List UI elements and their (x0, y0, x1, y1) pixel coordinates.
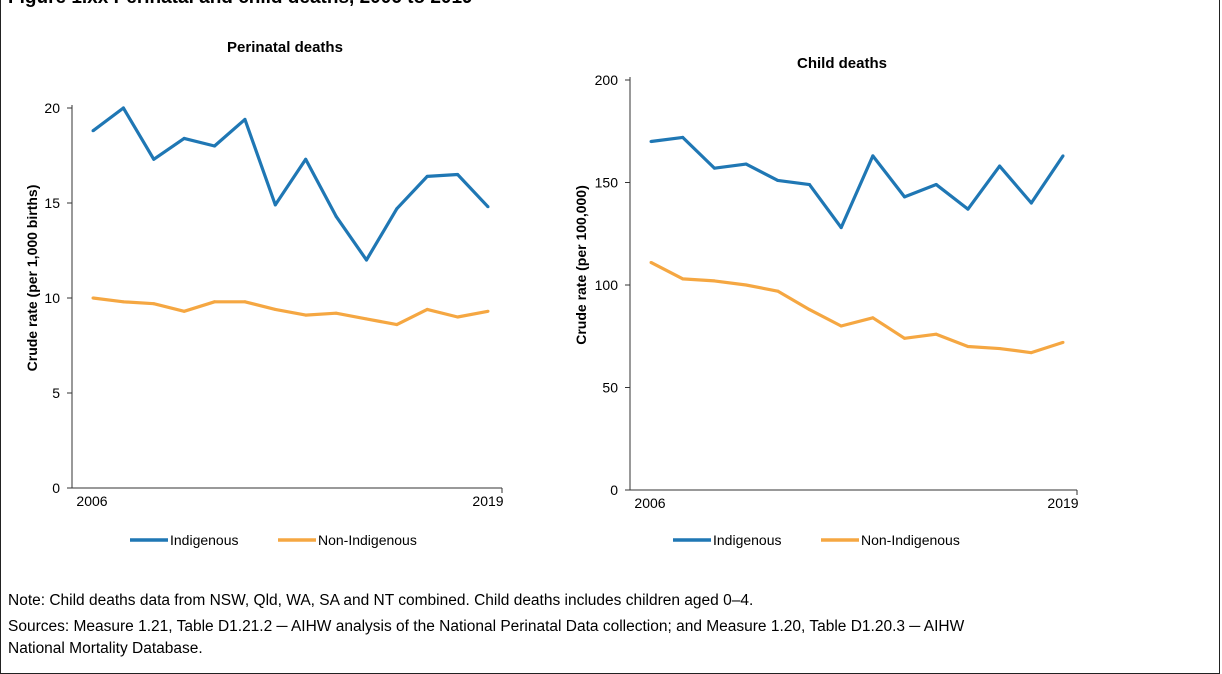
chart1-y-tick-label: 15 (44, 195, 60, 211)
chart2-non-indigenous-point (871, 316, 875, 320)
chart1-non-indigenous-point (182, 309, 186, 313)
chart2-indigenous-point (744, 162, 748, 166)
figure-heading: Figure 1.xx Perinatal and child deaths, … (8, 0, 473, 9)
chart1-non-indigenous-point (273, 307, 277, 311)
chart2-indigenous-point (712, 166, 716, 170)
chart2-x-tick-label-start: 2006 (634, 495, 665, 511)
chart2-y-tick-label: 150 (595, 175, 619, 191)
chart1-non-indigenous-point (304, 313, 308, 317)
chart1-indigenous-point (395, 207, 399, 211)
chart2-non-indigenous-point (998, 347, 1002, 351)
chart2-indigenous-line (650, 135, 1065, 230)
chart2-indigenous-point (966, 207, 970, 211)
chart1-y-tick-label: 0 (52, 480, 60, 496)
chart1-x-tick-label-end: 2019 (472, 493, 503, 509)
chart2-non-indigenous-point (934, 332, 938, 336)
chart2-legend-label-indigenous: Indigenous (713, 532, 782, 548)
chart1-indigenous-point (364, 258, 368, 262)
chart1-non-indigenous-point (456, 315, 460, 319)
chart1-indigenous-line (92, 106, 490, 262)
chart1-non-indigenous-point (152, 302, 156, 306)
chart1-y-axis-label: Crude rate (per 1,000 births) (24, 185, 40, 372)
chart1-y-tick-label: 20 (44, 100, 60, 116)
chart2-indigenous-point (871, 154, 875, 158)
sources-text-line1: Sources: Measure 1.21, Table D1.21.2 ─ A… (8, 618, 965, 635)
chart1-indigenous-point (213, 144, 217, 148)
chart2-indigenous-point (934, 183, 938, 187)
chart2-non-indigenous-point (839, 324, 843, 328)
chart2-non-indigenous-point (903, 336, 907, 340)
chart2-indigenous-point (776, 178, 780, 182)
chart2-indigenous-point (998, 164, 1002, 168)
chart1-indigenous-point (273, 203, 277, 207)
chart1-indigenous-point (304, 157, 308, 161)
chart2-x-tick-label-end: 2019 (1047, 495, 1078, 511)
chart2-non-indigenous-point (776, 289, 780, 293)
chart2-indigenous-point (1061, 154, 1065, 158)
chart2-legend-label-non-indigenous: Non-Indigenous (861, 532, 960, 548)
chart2-non-indigenous-point (807, 308, 811, 312)
chart1-indigenous-point (243, 117, 247, 121)
chart2-indigenous-point (681, 135, 685, 139)
chart1-non-indigenous-point (334, 311, 338, 315)
charts-canvas: Perinatal deaths Crude rate (per 1,000 bi… (24, 39, 1079, 548)
chart2-non-indigenous-point (744, 283, 748, 287)
chart1-indigenous-point (486, 205, 490, 209)
chart1-non-indigenous-point (243, 300, 247, 304)
chart2-y-tick-label: 50 (602, 380, 618, 396)
chart1-non-indigenous-point (364, 317, 368, 321)
chart1-y-tick-label: 10 (44, 290, 60, 306)
chart1-non-indigenous-line (92, 296, 489, 327)
chart1-indigenous-point (182, 136, 186, 140)
chart1-legend-label-non-indigenous: Non-Indigenous (318, 532, 417, 548)
chart2-non-indigenous-point (649, 260, 653, 264)
chart2-non-indigenous-point (1029, 351, 1033, 355)
chart1-indigenous-point (456, 173, 460, 176)
chart2-y-axis-label: Crude rate (per 100,000) (573, 185, 589, 345)
chart1-non-indigenous-point (425, 307, 429, 311)
chart2-non-indigenous-line (650, 261, 1064, 355)
chart2-indigenous-point (1029, 201, 1033, 205)
chart1-y-tick-label: 5 (52, 385, 60, 401)
chart2-title: Child deaths (797, 55, 887, 72)
chart2-non-indigenous-point (681, 277, 685, 281)
chart1-legend-label-indigenous: Indigenous (170, 532, 239, 548)
note-text: Note: Child deaths data from NSW, Qld, W… (8, 592, 754, 609)
sources-text-line2: National Mortality Database. (8, 640, 203, 657)
chart1-indigenous-point (334, 214, 338, 218)
chart1-indigenous-point (121, 106, 125, 110)
chart1-indigenous-point (152, 157, 156, 161)
chart2-y-tick-label: 0 (610, 482, 618, 498)
chart2-indigenous-point (839, 226, 843, 230)
chart2-indigenous-point (649, 140, 653, 143)
chart2-non-indigenous-point (966, 345, 970, 348)
chart1-indigenous-point (91, 129, 95, 133)
chart2-indigenous-point (807, 183, 811, 187)
chart1-non-indigenous-point (213, 300, 217, 304)
chart1-x-tick-label-start: 2006 (76, 493, 107, 509)
chart2-non-indigenous-point (712, 279, 716, 283)
chart2-y-tick-label: 100 (595, 277, 619, 293)
chart1-non-indigenous-point (121, 300, 125, 304)
chart1-indigenous-point (425, 174, 429, 178)
chart2-indigenous-point (903, 195, 907, 199)
chart2-non-indigenous-point (1061, 340, 1065, 344)
chart1-non-indigenous-point (486, 309, 490, 313)
chart2-y-tick-label: 200 (595, 72, 619, 88)
chart1-title: Perinatal deaths (227, 39, 343, 56)
chart1-non-indigenous-point (91, 296, 95, 300)
chart1-non-indigenous-point (395, 323, 399, 327)
